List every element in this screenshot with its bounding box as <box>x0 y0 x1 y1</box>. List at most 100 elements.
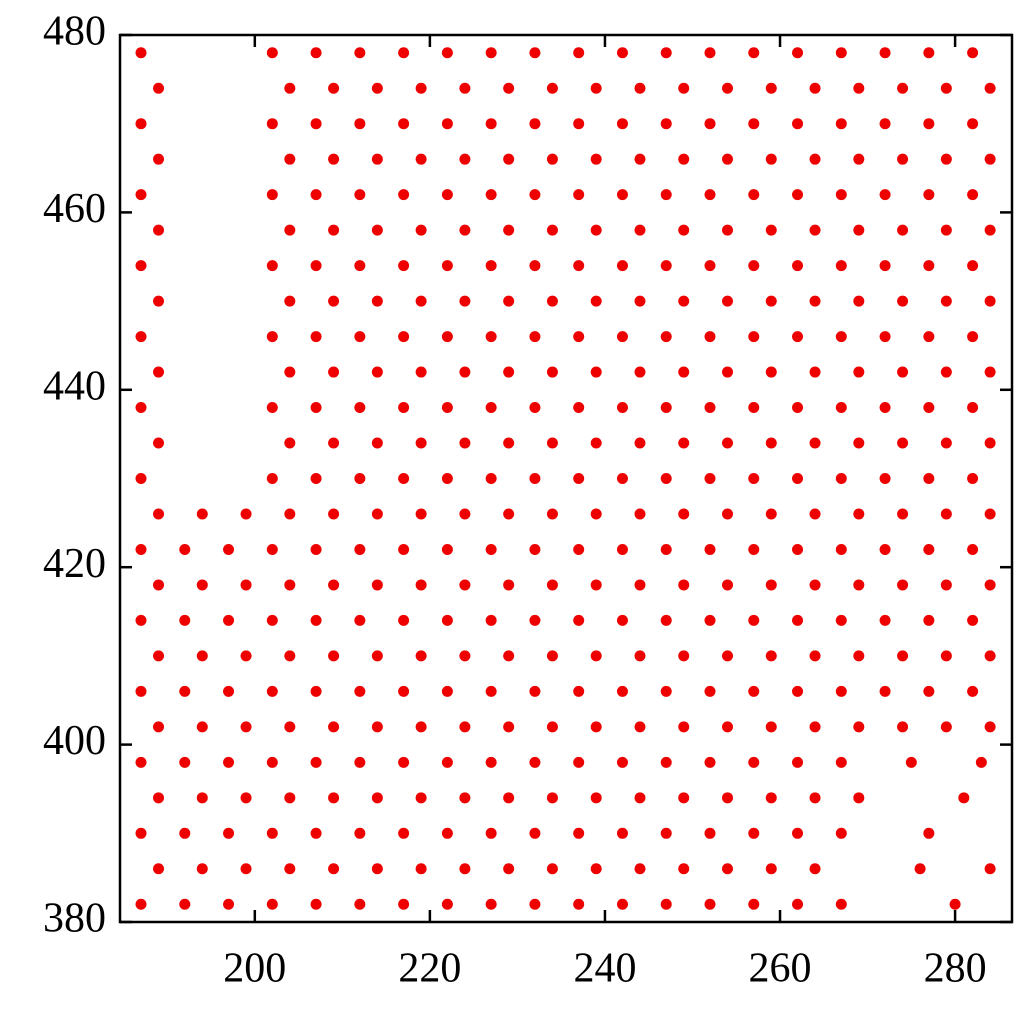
point <box>940 437 952 449</box>
point <box>573 402 585 414</box>
point <box>590 82 602 94</box>
point <box>722 153 734 165</box>
point <box>590 295 602 307</box>
point <box>853 792 865 804</box>
point <box>835 260 847 272</box>
point <box>135 685 147 697</box>
point <box>485 756 497 768</box>
point <box>967 685 979 697</box>
point <box>678 579 690 591</box>
point <box>792 898 804 910</box>
point <box>546 153 558 165</box>
point <box>678 863 690 875</box>
point <box>792 827 804 839</box>
point <box>660 827 672 839</box>
point <box>722 295 734 307</box>
point <box>179 756 191 768</box>
point <box>153 792 165 804</box>
y-tick-label: 420 <box>43 541 106 587</box>
point <box>634 721 646 733</box>
point <box>967 614 979 626</box>
point <box>135 331 147 343</box>
point <box>459 650 471 662</box>
point <box>748 685 760 697</box>
point <box>529 47 541 59</box>
point <box>984 224 996 236</box>
point <box>328 792 340 804</box>
point <box>835 47 847 59</box>
point <box>284 721 296 733</box>
point <box>485 473 497 484</box>
point <box>354 543 366 555</box>
point <box>354 614 366 626</box>
point <box>354 756 366 768</box>
point <box>371 650 383 662</box>
point <box>940 508 952 520</box>
point <box>616 685 628 697</box>
point <box>704 331 716 343</box>
point <box>328 82 340 94</box>
point <box>967 47 979 59</box>
point <box>354 473 366 484</box>
point <box>792 47 804 59</box>
y-tick-label: 400 <box>43 718 106 764</box>
point <box>485 47 497 59</box>
point <box>153 82 165 94</box>
point <box>354 685 366 697</box>
point <box>897 437 909 449</box>
point <box>748 189 760 201</box>
point <box>284 792 296 804</box>
point <box>546 437 558 449</box>
point <box>590 863 602 875</box>
point <box>853 295 865 307</box>
point <box>328 579 340 591</box>
point <box>835 614 847 626</box>
point <box>616 331 628 343</box>
point <box>153 508 165 520</box>
point <box>835 827 847 839</box>
point <box>485 827 497 839</box>
point <box>678 508 690 520</box>
point <box>722 508 734 520</box>
point <box>809 650 821 662</box>
point <box>503 721 515 733</box>
point <box>266 118 278 130</box>
point <box>398 189 410 201</box>
point <box>196 863 208 875</box>
point <box>371 792 383 804</box>
point <box>240 650 252 662</box>
point <box>398 614 410 626</box>
point <box>879 260 891 272</box>
point <box>975 756 987 768</box>
point <box>371 82 383 94</box>
point <box>196 792 208 804</box>
point <box>284 579 296 591</box>
point <box>415 863 427 875</box>
point <box>678 366 690 378</box>
point <box>485 402 497 414</box>
point <box>879 331 891 343</box>
point <box>897 366 909 378</box>
point <box>529 189 541 201</box>
point <box>354 331 366 343</box>
point <box>546 650 558 662</box>
point <box>853 366 865 378</box>
point <box>240 579 252 591</box>
point <box>590 650 602 662</box>
point <box>398 827 410 839</box>
point <box>546 792 558 804</box>
point <box>529 260 541 272</box>
point <box>328 153 340 165</box>
point <box>984 295 996 307</box>
point <box>573 47 585 59</box>
point <box>616 543 628 555</box>
point <box>196 508 208 520</box>
point <box>503 579 515 591</box>
point <box>546 721 558 733</box>
point <box>984 82 996 94</box>
point <box>590 579 602 591</box>
point <box>765 579 777 591</box>
point <box>704 898 716 910</box>
point <box>179 827 191 839</box>
